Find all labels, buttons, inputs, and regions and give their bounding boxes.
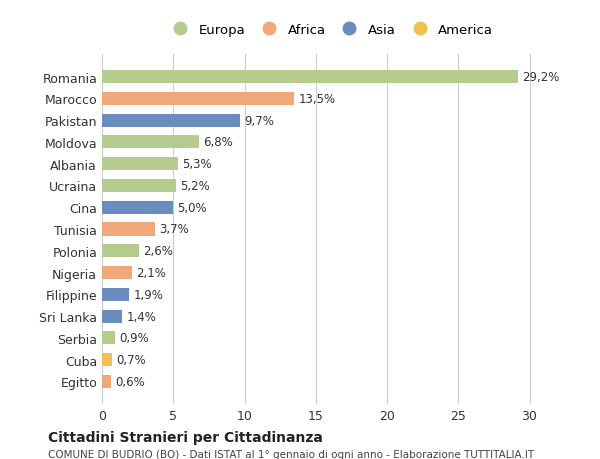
Bar (102, 331, 115, 345)
Bar (102, 136, 199, 149)
Text: 0,6%: 0,6% (115, 375, 145, 388)
Bar (102, 266, 132, 280)
Text: 2,1%: 2,1% (136, 267, 166, 280)
Bar (102, 375, 110, 388)
Text: 3,7%: 3,7% (159, 223, 189, 236)
Text: COMUNE DI BUDRIO (BO) - Dati ISTAT al 1° gennaio di ogni anno - Elaborazione TUT: COMUNE DI BUDRIO (BO) - Dati ISTAT al 1°… (48, 449, 534, 459)
Text: 5,2%: 5,2% (181, 179, 210, 192)
Text: 0,9%: 0,9% (119, 331, 149, 345)
Bar (102, 93, 295, 106)
Bar (102, 223, 155, 236)
Text: 13,5%: 13,5% (299, 93, 336, 106)
Text: 2,6%: 2,6% (143, 245, 173, 257)
Bar (102, 310, 122, 323)
Legend: Europa, Africa, Asia, America: Europa, Africa, Asia, America (163, 20, 497, 41)
Bar (102, 288, 129, 301)
Bar (102, 353, 112, 366)
Text: 1,9%: 1,9% (133, 288, 163, 301)
Bar (102, 245, 139, 258)
Text: Cittadini Stranieri per Cittadinanza: Cittadini Stranieri per Cittadinanza (48, 430, 323, 444)
Text: 1,4%: 1,4% (126, 310, 156, 323)
Text: 5,3%: 5,3% (182, 158, 211, 171)
Bar (102, 114, 240, 128)
Text: 0,7%: 0,7% (116, 353, 146, 366)
Bar (102, 158, 178, 171)
Bar (102, 179, 176, 193)
Bar (102, 71, 518, 84)
Text: 29,2%: 29,2% (523, 71, 560, 84)
Text: 5,0%: 5,0% (178, 202, 207, 214)
Bar (102, 201, 173, 214)
Text: 6,8%: 6,8% (203, 136, 233, 149)
Text: 9,7%: 9,7% (245, 114, 274, 128)
